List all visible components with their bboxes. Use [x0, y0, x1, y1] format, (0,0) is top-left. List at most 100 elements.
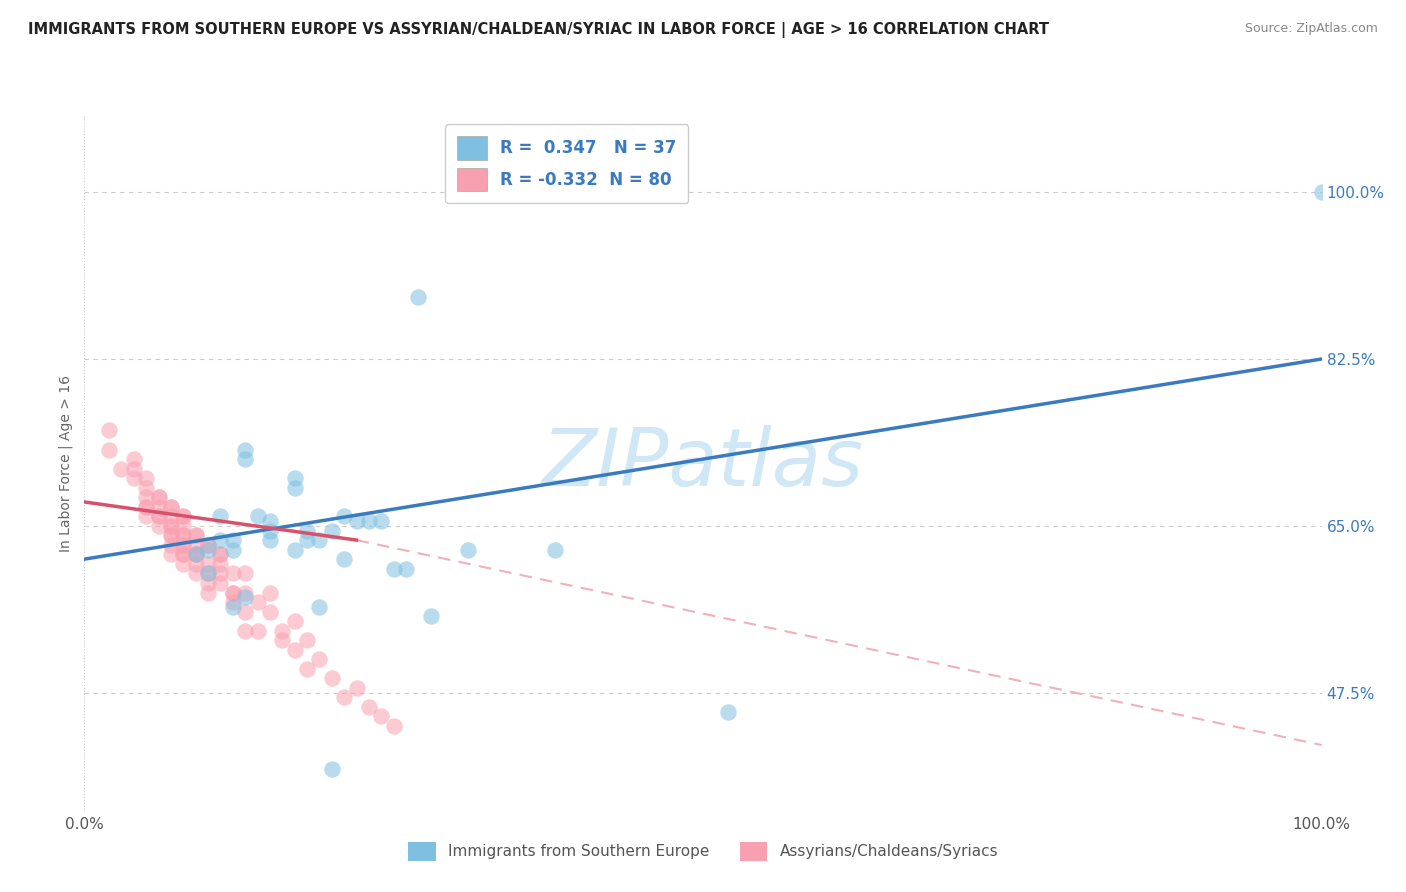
Point	[197, 538, 219, 552]
Point	[184, 548, 207, 562]
Point	[160, 518, 183, 533]
Point	[457, 542, 479, 557]
Point	[135, 471, 157, 485]
Point	[184, 566, 207, 581]
Point	[184, 528, 207, 542]
Point	[135, 500, 157, 514]
Point	[271, 624, 294, 638]
Point	[197, 585, 219, 599]
Point	[321, 671, 343, 685]
Point	[148, 509, 170, 524]
Point	[197, 576, 219, 591]
Point	[160, 500, 183, 514]
Point	[295, 633, 318, 648]
Point	[370, 709, 392, 723]
Point	[295, 533, 318, 547]
Point	[284, 471, 307, 485]
Point	[122, 471, 145, 485]
Point	[197, 538, 219, 552]
Point	[184, 548, 207, 562]
Point	[135, 509, 157, 524]
Text: Source: ZipAtlas.com: Source: ZipAtlas.com	[1244, 22, 1378, 36]
Point	[160, 548, 183, 562]
Point	[233, 585, 256, 599]
Point	[419, 609, 441, 624]
Point	[172, 509, 194, 524]
Point	[395, 562, 418, 576]
Point	[197, 566, 219, 581]
Point	[259, 533, 281, 547]
Point	[543, 542, 565, 557]
Point	[233, 605, 256, 619]
Point	[209, 557, 232, 571]
Legend: Immigrants from Southern Europe, Assyrians/Chaldeans/Syriacs: Immigrants from Southern Europe, Assyria…	[402, 836, 1004, 867]
Point	[246, 595, 269, 609]
Point	[209, 548, 232, 562]
Point	[233, 591, 256, 605]
Point	[259, 524, 281, 538]
Point	[346, 514, 368, 528]
Point	[259, 585, 281, 599]
Point	[197, 557, 219, 571]
Point	[408, 290, 430, 304]
Point	[308, 652, 330, 666]
Point	[308, 599, 330, 614]
Point	[172, 557, 194, 571]
Point	[209, 533, 232, 547]
Point	[122, 452, 145, 467]
Point	[209, 509, 232, 524]
Point	[284, 481, 307, 495]
Point	[184, 557, 207, 571]
Point	[321, 762, 343, 776]
Point	[382, 719, 405, 733]
Point	[333, 552, 356, 566]
Point	[370, 514, 392, 528]
Point	[308, 533, 330, 547]
Point	[184, 538, 207, 552]
Text: ZIPatlas: ZIPatlas	[541, 425, 865, 503]
Point	[222, 533, 245, 547]
Point	[222, 595, 245, 609]
Point	[321, 524, 343, 538]
Point	[717, 705, 740, 719]
Point	[357, 699, 380, 714]
Point	[172, 509, 194, 524]
Point	[148, 490, 170, 504]
Point	[172, 538, 194, 552]
Point	[172, 528, 194, 542]
Point	[246, 509, 269, 524]
Point	[284, 614, 307, 628]
Point	[284, 642, 307, 657]
Point	[172, 548, 194, 562]
Point	[197, 566, 219, 581]
Point	[259, 514, 281, 528]
Point	[271, 633, 294, 648]
Point	[110, 461, 132, 475]
Y-axis label: In Labor Force | Age > 16: In Labor Force | Age > 16	[59, 376, 73, 552]
Point	[209, 566, 232, 581]
Point	[184, 528, 207, 542]
Point	[209, 576, 232, 591]
Point	[148, 518, 170, 533]
Point	[160, 518, 183, 533]
Point	[233, 624, 256, 638]
Point	[172, 518, 194, 533]
Point	[160, 500, 183, 514]
Point	[222, 566, 245, 581]
Point	[1310, 185, 1333, 199]
Point	[209, 548, 232, 562]
Point	[246, 624, 269, 638]
Point	[172, 538, 194, 552]
Point	[233, 566, 256, 581]
Point	[357, 514, 380, 528]
Point	[98, 424, 121, 438]
Point	[333, 509, 356, 524]
Point	[222, 542, 245, 557]
Point	[148, 509, 170, 524]
Point	[284, 542, 307, 557]
Point	[172, 548, 194, 562]
Point	[346, 681, 368, 695]
Point	[135, 500, 157, 514]
Point	[295, 524, 318, 538]
Point	[233, 442, 256, 457]
